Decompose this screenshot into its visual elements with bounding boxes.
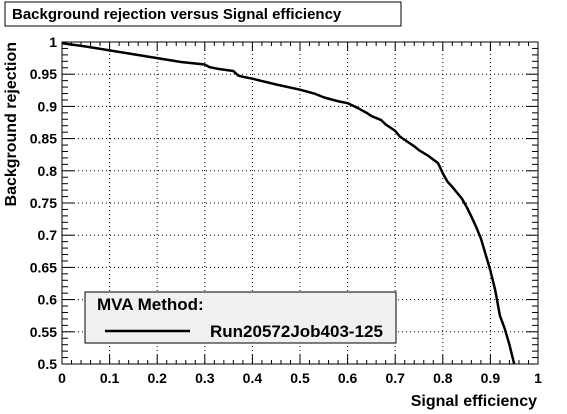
x-tick-label: 0.4 — [243, 370, 263, 386]
legend-box — [84, 291, 397, 344]
ticks — [61, 41, 539, 365]
legend-entry-label: Run20572Job403-125 — [210, 322, 383, 341]
x-tick-label: 0.3 — [195, 370, 215, 386]
x-tick-labels: 0 0.1 0.2 0.3 0.4 0.5 0.6 0.7 0.8 0.9 1 — [58, 370, 542, 386]
y-axis-title: Background rejection — [3, 42, 20, 206]
y-tick-labels: 0.5 0.55 0.6 0.65 0.7 0.75 0.8 0.85 0.9 0.95 1 — [30, 34, 57, 372]
y-tick-label: 0.85 — [30, 131, 57, 147]
legend-header: MVA Method: — [97, 295, 204, 314]
x-tick-label: 0 — [58, 370, 66, 386]
legend: MVA Method: Run20572Job403-125 — [84, 291, 397, 344]
y-tick-label: 0.55 — [30, 324, 57, 340]
title-box — [4, 1, 402, 27]
x-tick-label: 0.5 — [290, 370, 310, 386]
x-axis-title: Signal efficiency — [411, 393, 537, 410]
x-tick-label: 0.9 — [481, 370, 501, 386]
y-tick-label: 0.5 — [38, 356, 58, 372]
y-tick-label: 0.65 — [30, 259, 57, 275]
y-tick-label: 0.6 — [38, 292, 58, 308]
x-tick-label: 0.2 — [147, 370, 167, 386]
x-tick-label: 1 — [534, 370, 542, 386]
roc-curve-line — [61, 42, 516, 365]
chart-title: Background rejection versus Signal effic… — [12, 6, 342, 23]
x-tick-label: 0.1 — [100, 370, 120, 386]
y-tick-label: 0.75 — [30, 195, 57, 211]
y-tick-label: 0.9 — [38, 98, 58, 114]
y-tick-label: 0.95 — [30, 66, 57, 82]
y-tick-label: 0.7 — [38, 227, 58, 243]
y-tick-label: 0.8 — [38, 163, 58, 179]
x-tick-label: 0.7 — [385, 370, 405, 386]
x-tick-label: 0.8 — [433, 370, 453, 386]
y-tick-label: 1 — [49, 34, 57, 50]
x-tick-label: 0.6 — [338, 370, 358, 386]
